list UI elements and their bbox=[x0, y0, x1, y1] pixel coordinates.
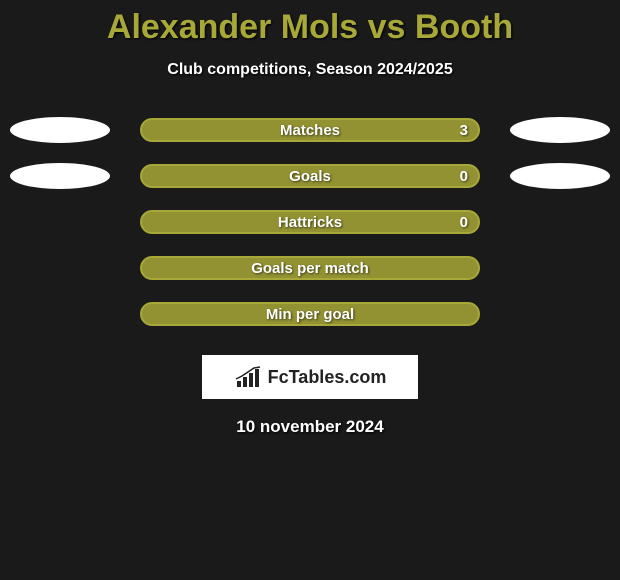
stat-pill-goals-per-match: Goals per match bbox=[140, 256, 480, 280]
stat-row-min-per-goal: Min per goal bbox=[0, 291, 620, 337]
stat-value: 3 bbox=[460, 122, 468, 139]
stat-value: 0 bbox=[460, 168, 468, 185]
stat-pill-matches: Matches 3 bbox=[140, 118, 480, 142]
stat-row-matches: Matches 3 bbox=[0, 107, 620, 153]
stat-label: Goals per match bbox=[251, 260, 369, 277]
stat-pill-min-per-goal: Min per goal bbox=[140, 302, 480, 326]
stat-row-goals: Goals 0 bbox=[0, 153, 620, 199]
date-text: 10 november 2024 bbox=[0, 417, 620, 437]
right-marker-icon bbox=[510, 117, 610, 143]
stat-label: Goals bbox=[289, 168, 331, 185]
brand-text: FcTables.com bbox=[268, 367, 387, 388]
stat-label: Matches bbox=[280, 122, 340, 139]
stat-pill-goals: Goals 0 bbox=[140, 164, 480, 188]
stats-container: Matches 3 Goals 0 Hattricks 0 Goals per … bbox=[0, 107, 620, 337]
right-marker-icon bbox=[510, 163, 610, 189]
left-marker-icon bbox=[10, 163, 110, 189]
brand-badge[interactable]: FcTables.com bbox=[202, 355, 418, 399]
left-marker-icon bbox=[10, 117, 110, 143]
stat-label: Hattricks bbox=[278, 214, 342, 231]
stat-label: Min per goal bbox=[266, 306, 354, 323]
subtitle: Club competitions, Season 2024/2025 bbox=[0, 61, 620, 79]
chart-icon bbox=[234, 365, 264, 389]
stat-row-goals-per-match: Goals per match bbox=[0, 245, 620, 291]
page-title: Alexander Mols vs Booth bbox=[0, 0, 620, 47]
stat-value: 0 bbox=[460, 214, 468, 231]
stat-pill-hattricks: Hattricks 0 bbox=[140, 210, 480, 234]
stat-row-hattricks: Hattricks 0 bbox=[0, 199, 620, 245]
